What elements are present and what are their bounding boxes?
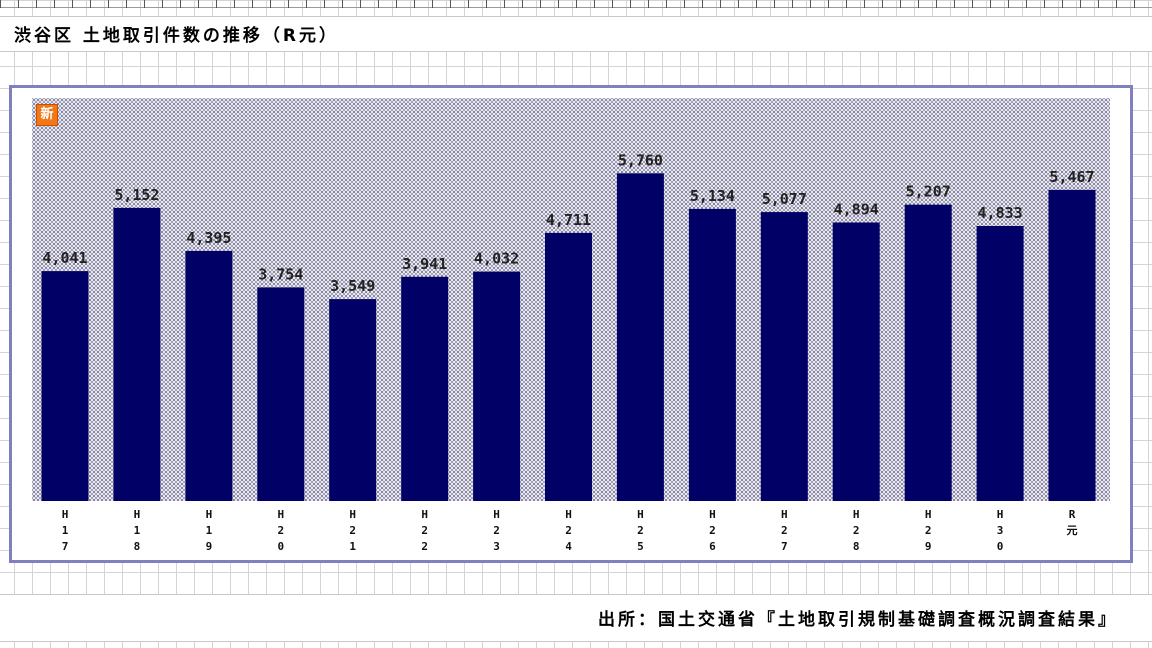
bar-H21 [329, 299, 377, 501]
bar-H23 [473, 271, 521, 501]
title-row [0, 16, 1152, 52]
bar-H17 [41, 271, 89, 501]
value-label-H18: 5,152 [114, 186, 159, 204]
bars-layer [41, 173, 1096, 502]
bar-H26 [688, 208, 736, 501]
bar-R元 [1048, 189, 1096, 501]
bar-H22 [401, 276, 449, 501]
value-labels-layer: 4,041 5,152 4,395 3,754 3,549 3,941 4,032 4,711… [42, 151, 1094, 295]
value-label-H23: 4,032 [474, 250, 519, 268]
bar-H18 [113, 207, 161, 501]
bar-H25 [616, 173, 664, 502]
source-note: 出所：国土交通省『土地取引規制基礎調査概況調査結果』 [598, 610, 1118, 630]
value-label-H22: 3,941 [402, 255, 447, 273]
bar-H28 [832, 222, 880, 501]
value-label-H26: 5,134 [690, 187, 735, 205]
value-label-H17: 4,041 [42, 249, 87, 267]
value-label-H21: 3,549 [330, 277, 375, 295]
x-tick-labels-layer: H 1 7 H 1 8 H 1 9 H 2 0 H 2 1 H 2 2 H 2 3 H 2 4 H 2 5 H 2 6 H 2 7 H 2 8 H 2 9 H… [62, 508, 1078, 553]
column-header-strip [0, 0, 1152, 8]
bar-H19 [185, 250, 233, 501]
bar-H24 [545, 232, 592, 501]
bar-H27 [760, 212, 808, 501]
value-label-H28: 4,894 [834, 201, 879, 219]
value-label-H20: 3,754 [258, 265, 303, 283]
chart-frame[interactable]: 新 4,041 5,152 4,395 3,754 3,549 3,941 4,032 4,7… [9, 85, 1133, 563]
value-label-H29: 5,207 [906, 183, 951, 201]
value-label-H19: 4,395 [186, 229, 231, 247]
bar-chart: 4,041 5,152 4,395 3,754 3,549 3,941 4,032 4,711… [41, 151, 1096, 553]
chart-title: 渋谷区 土地取引件数の推移（R元） [14, 26, 340, 46]
source-row [0, 594, 1152, 642]
value-label-R元: 5,467 [1049, 168, 1094, 186]
bar-H30 [976, 226, 1024, 501]
value-label-H30: 4,833 [978, 204, 1023, 222]
value-label-H25: 5,760 [618, 151, 663, 169]
value-label-H27: 5,077 [762, 190, 807, 208]
new-badge: 新 [36, 104, 58, 126]
value-label-H24: 4,711 [546, 211, 591, 229]
bar-H29 [904, 204, 952, 501]
bar-H20 [257, 287, 305, 501]
